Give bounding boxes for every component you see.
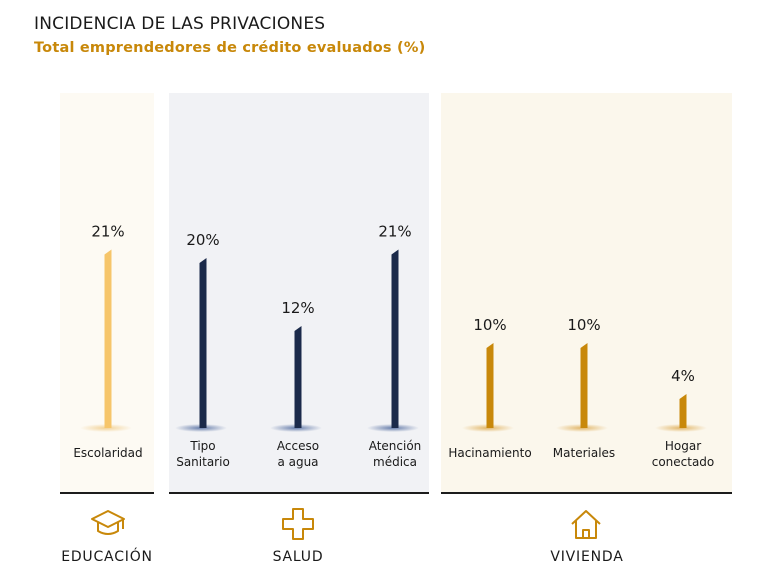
value-label-hogar-conectado: 4%	[671, 367, 695, 385]
value-label-escolaridad: 21%	[91, 223, 124, 241]
salud-baseline	[169, 492, 429, 494]
value-label-hacinamiento: 10%	[473, 316, 506, 334]
chart-subtitle: Total emprendedores de crédito evaluados…	[34, 40, 426, 56]
value-label-acceso-a-agua: 12%	[281, 299, 314, 317]
bar-materiales	[580, 343, 588, 428]
educacion-baseline	[60, 492, 154, 494]
category-label-acceso-a-agua-line-1: Acceso	[277, 439, 319, 453]
category-label-escolaridad: Escolaridad	[73, 446, 142, 460]
bar-hacinamiento	[486, 343, 494, 428]
category-label-hacinamiento: Hacinamiento	[448, 446, 531, 460]
bar-acceso-a-agua	[294, 326, 302, 428]
category-label-tipo-sanitario-line-2: Sanitario	[176, 455, 230, 469]
value-label-atencion-medica: 21%	[378, 223, 411, 241]
medical-cross-icon	[282, 508, 314, 540]
house-icon	[571, 510, 601, 539]
value-label-materiales: 10%	[567, 316, 600, 334]
group-label-educacion: EDUCACIÓN	[61, 549, 153, 565]
graduation-cap-icon	[91, 510, 125, 535]
chart-title: INCIDENCIA DE LAS PRIVACIONES	[34, 14, 326, 34]
category-label-atencion-medica-line-1: Atención	[369, 439, 422, 453]
bar-escolaridad	[104, 249, 112, 428]
bar-atencion-medica	[391, 249, 399, 428]
category-label-hogar-conectado-line-1: Hogar	[665, 439, 701, 453]
group-label-vivienda: VIVIENDA	[550, 549, 624, 565]
category-label-acceso-a-agua-line-2: a agua	[277, 455, 318, 469]
category-label-atencion-medica-line-2: médica	[373, 455, 417, 469]
category-label-tipo-sanitario-line-1: Tipo	[189, 439, 215, 453]
value-label-tipo-sanitario: 20%	[186, 231, 219, 249]
category-label-hogar-conectado-line-2: conectado	[652, 455, 715, 469]
bar-tipo-sanitario	[199, 258, 207, 428]
group-label-salud: SALUD	[272, 549, 324, 565]
vivienda-baseline	[441, 492, 732, 494]
category-label-materiales: Materiales	[553, 446, 615, 460]
bar-hogar-conectado	[679, 394, 687, 428]
